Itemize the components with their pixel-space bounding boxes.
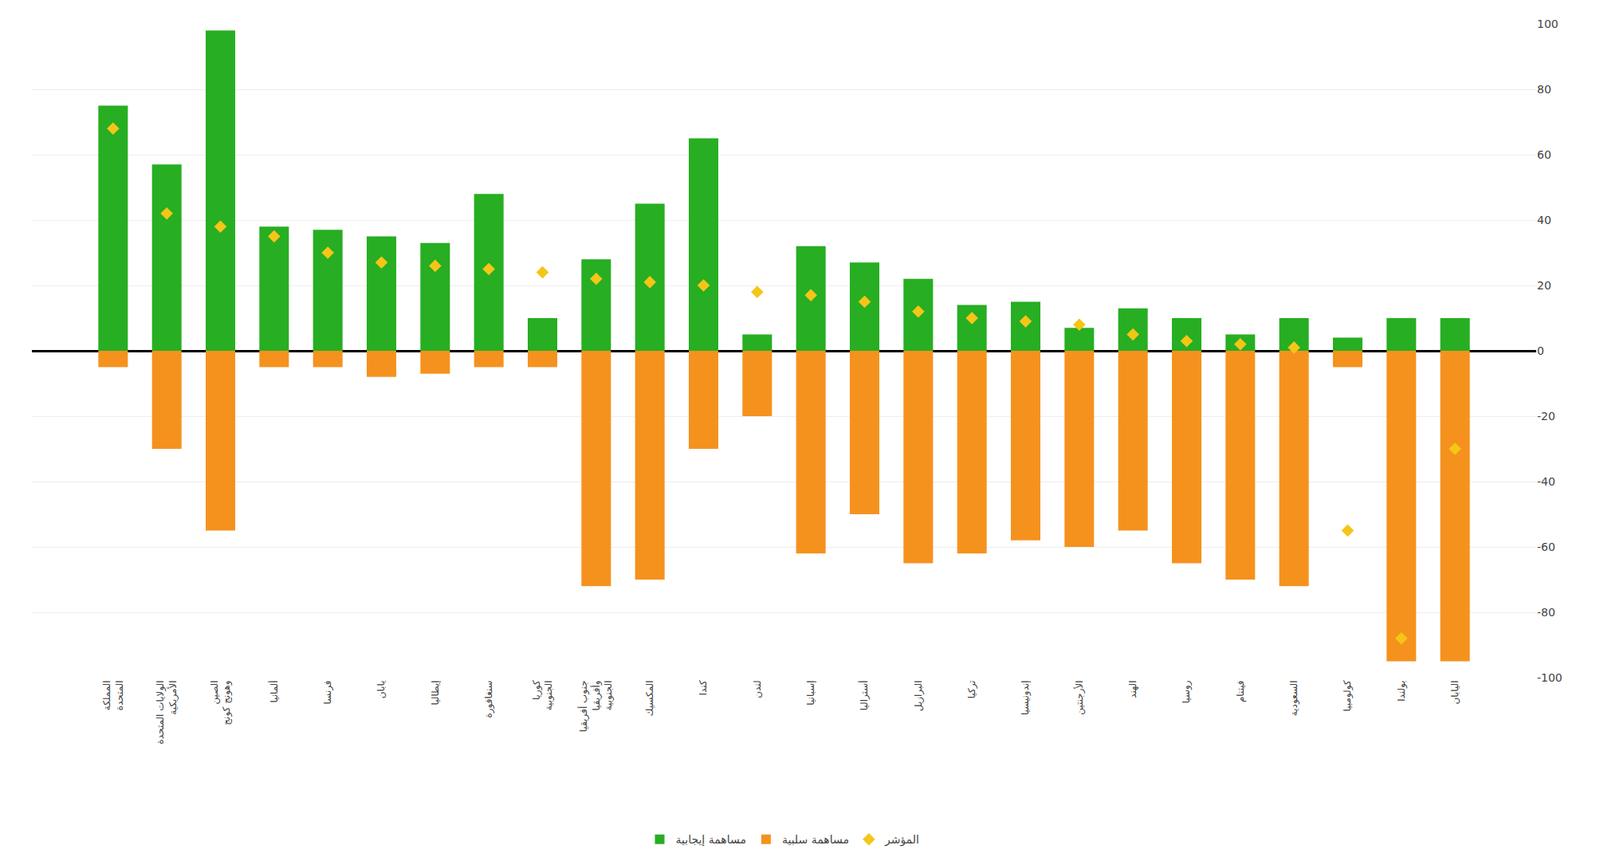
svg-text:إيطاليا: إيطاليا — [429, 680, 441, 705]
svg-text:بولندا: بولندا — [1395, 680, 1408, 701]
svg-text:سنغافورة: سنغافورة — [483, 680, 496, 718]
svg-text:-60: -60 — [1537, 540, 1556, 554]
svg-text:-40: -40 — [1537, 475, 1556, 488]
svg-text:روسيا: روسيا — [1180, 680, 1193, 704]
svg-text:الأرجنتين: الأرجنتين — [1073, 680, 1086, 715]
svg-text:البرازيل: البرازيل — [912, 680, 925, 712]
svg-text:لندن: لندن — [751, 680, 763, 698]
svg-text:تركيا: تركيا — [966, 680, 979, 699]
svg-text:مساهمة سلبية: مساهمة سلبية — [782, 833, 850, 846]
svg-text:الصينوهونج كونج: الصينوهونج كونج — [208, 680, 234, 725]
svg-text:إندونيسيا: إندونيسيا — [1019, 680, 1032, 716]
svg-text:السعودية: السعودية — [1288, 680, 1301, 716]
svg-text:فيتنام: فيتنام — [1234, 680, 1247, 703]
svg-text:0: 0 — [1537, 344, 1545, 358]
svg-text:الولايات المتحدةالأمريكية: الولايات المتحدةالأمريكية — [154, 680, 180, 744]
svg-text:اليابان: اليابان — [1449, 680, 1461, 704]
svg-text:ألمانيا: ألمانيا — [267, 680, 280, 703]
svg-text:إسبانيا: إسبانيا — [805, 680, 817, 705]
svg-text:100: 100 — [1537, 17, 1559, 31]
svg-text:المؤشر: المؤشر — [884, 833, 920, 847]
svg-text:كولومبيا: كولومبيا — [1341, 680, 1354, 712]
svg-text:المملكةالمتحدة: المملكةالمتحدة — [101, 680, 126, 711]
svg-text:-20: -20 — [1537, 409, 1556, 423]
svg-text:كورياالجنوبية: كورياالجنوبية — [530, 680, 556, 711]
svg-text:المكسيك: المكسيك — [644, 680, 656, 716]
svg-text:مساهمة إيجابية: مساهمة إيجابية — [676, 833, 747, 847]
svg-text:فرنسا: فرنسا — [322, 680, 335, 704]
svg-text:كندا: كندا — [697, 680, 709, 696]
svg-text:الهند: الهند — [1127, 680, 1139, 698]
svg-text:-100: -100 — [1537, 671, 1563, 685]
svg-text:جنوب أفريقياوأفريقياالجنوبية: جنوب أفريقياوأفريقياالجنوبية — [577, 680, 615, 732]
svg-text:60: 60 — [1537, 148, 1552, 162]
svg-text:يابان: يابان — [375, 680, 387, 699]
svg-text:80: 80 — [1537, 82, 1552, 96]
svg-text:20: 20 — [1537, 279, 1552, 292]
svg-text:-80: -80 — [1537, 605, 1556, 619]
svg-text:40: 40 — [1537, 213, 1552, 227]
svg-text:أستراليا: أستراليا — [857, 680, 871, 711]
